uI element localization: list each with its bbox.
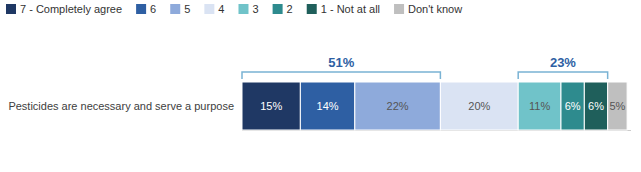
legend-swatch xyxy=(273,4,283,14)
legend-label: 7 - Completely agree xyxy=(20,3,122,15)
bar-segment xyxy=(300,82,354,130)
legend-swatch xyxy=(170,4,180,14)
category-label: Pesticides are necessary and serve a pur… xyxy=(8,100,234,112)
brackets: 51% 23% xyxy=(242,55,608,79)
legend-swatch xyxy=(307,4,317,14)
bar-segment xyxy=(440,82,518,130)
bar-segment xyxy=(561,82,584,130)
bracket-label: 51% xyxy=(328,55,354,70)
bracket xyxy=(518,72,607,79)
bar-segment xyxy=(518,82,561,130)
data-label: 5% xyxy=(609,100,625,112)
legend: 7 - Completely agree 6 5 4 3 2 1 - Not at all D… xyxy=(6,3,462,15)
legend-swatch xyxy=(238,4,248,14)
legend-swatch xyxy=(136,4,146,14)
bar-segment xyxy=(242,82,300,130)
bracket xyxy=(242,72,440,79)
legend-label: 4 xyxy=(218,3,224,15)
bar-segment xyxy=(608,82,627,130)
data-label: 11% xyxy=(529,100,550,112)
bar-segment xyxy=(355,82,441,130)
legend-swatch xyxy=(6,4,16,14)
data-labels: 15% 14% 22% 20% 11% 6% 6% 5% xyxy=(260,100,625,112)
bar-segment xyxy=(584,82,607,130)
data-label: 22% xyxy=(387,100,409,112)
legend-label: 1 - Not at all xyxy=(321,3,380,15)
data-label: 15% xyxy=(260,100,282,112)
legend-label: 3 xyxy=(252,3,258,15)
legend-swatch xyxy=(204,4,214,14)
bars xyxy=(242,82,627,130)
legend-label: 6 xyxy=(150,3,156,15)
legend-label: Don't know xyxy=(408,3,462,15)
data-label: 6% xyxy=(588,100,604,112)
legend-label: 5 xyxy=(184,3,190,15)
bracket-label: 23% xyxy=(550,55,576,70)
data-label: 14% xyxy=(317,100,339,112)
data-label: 6% xyxy=(565,100,581,112)
chart: 7 - Completely agree 6 5 4 3 2 1 - Not at all D… xyxy=(0,0,641,172)
data-label: 20% xyxy=(468,100,490,112)
legend-label: 2 xyxy=(287,3,293,15)
legend-swatch xyxy=(394,4,404,14)
